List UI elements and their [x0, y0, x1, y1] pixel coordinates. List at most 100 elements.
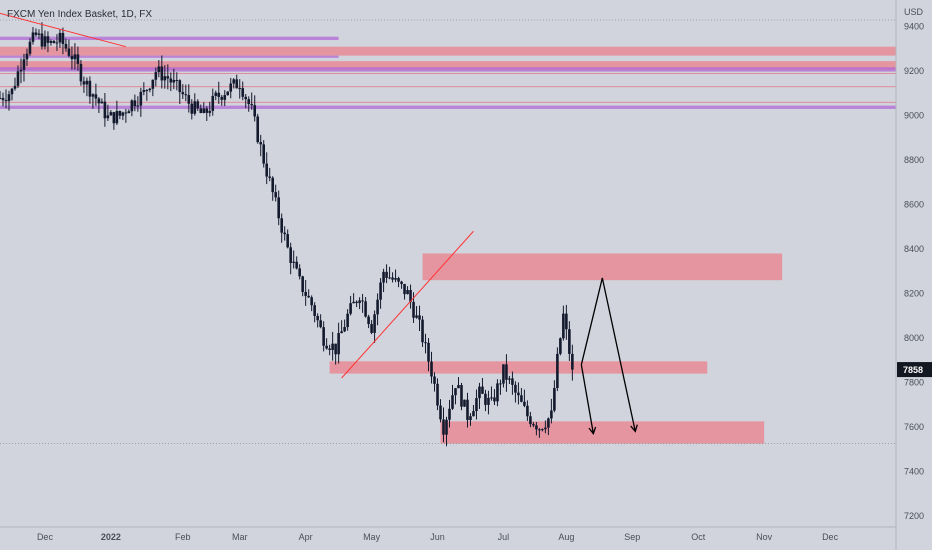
- candle-body-28: [82, 81, 86, 85]
- zone-purple-6: [0, 55, 339, 58]
- last-price-badge-bg: [897, 362, 932, 378]
- candle-body-4: [10, 88, 14, 95]
- price-tick-8800: 8800: [904, 155, 924, 165]
- candle-body-98: [292, 261, 295, 263]
- candle-body-32: [94, 94, 98, 99]
- candle-body-161: [481, 386, 484, 394]
- zone-purple-5: [0, 36, 339, 41]
- candle-body-100: [298, 268, 301, 277]
- time-tick-9: Sep: [624, 532, 640, 542]
- candle-body-36: [106, 115, 110, 119]
- chart-title: FXCM Yen Index Basket, 1D, FX: [7, 9, 152, 20]
- candle-body-49: [145, 90, 149, 92]
- time-tick-8: Aug: [558, 532, 574, 542]
- candle-body-85: [253, 105, 257, 117]
- levels-layer: [0, 19, 896, 445]
- candle-body-74: [220, 96, 224, 100]
- candle-body-2: [4, 100, 8, 102]
- candle-body-93: [277, 197, 280, 219]
- zone-red-0: [422, 253, 783, 281]
- candle-body-41: [121, 112, 125, 116]
- candle-body-47: [139, 91, 143, 106]
- candle-body-35: [103, 101, 107, 119]
- price-tick-8600: 8600: [904, 200, 924, 210]
- candle-body-108: [322, 327, 325, 346]
- candle-body-160: [478, 386, 481, 399]
- zone-red-1: [329, 361, 708, 374]
- candle-body-120: [358, 300, 361, 304]
- candle-body-113: [337, 333, 340, 355]
- candle-body-84: [250, 104, 254, 106]
- candle-body-95: [283, 232, 286, 235]
- candle-body-121: [361, 300, 364, 302]
- candle-body-15: [43, 36, 47, 47]
- candle-body-180: [538, 429, 541, 431]
- candle-body-145: [433, 376, 436, 384]
- candle-body-25: [73, 54, 77, 60]
- candle-body-112: [334, 343, 337, 355]
- candle-body-177: [529, 416, 532, 425]
- candle-body-11: [31, 32, 35, 42]
- candle-body-26: [76, 54, 80, 64]
- candle-body-21: [61, 32, 65, 44]
- candle-body-53: [157, 66, 161, 73]
- candle-body-134: [400, 281, 403, 284]
- candle-body-143: [427, 342, 430, 362]
- candle-body-96: [286, 234, 289, 248]
- candle-body-18: [52, 40, 56, 44]
- projection-path-0: [580, 277, 636, 432]
- candle-body-162: [484, 393, 487, 405]
- candle-body-186: [556, 353, 559, 389]
- candle-body-104: [310, 297, 313, 306]
- candle-body-16: [46, 36, 50, 43]
- candle-body-57: [169, 78, 173, 83]
- candle-body-170: [508, 378, 511, 380]
- time-tick-1: 2022: [101, 532, 121, 542]
- time-tick-4: Apr: [299, 532, 313, 542]
- candle-body-147: [439, 405, 442, 420]
- candle-body-83: [247, 99, 251, 105]
- candle-body-106: [316, 315, 319, 321]
- candle-body-55: [163, 76, 167, 81]
- price-axis[interactable]: 9400 9200 9000 8800 8600 8400 8200 8000 7800 7600…: [904, 22, 924, 521]
- candle-body-117: [349, 303, 352, 314]
- candle-body-140: [418, 315, 421, 320]
- projection-arrowhead-0: [630, 424, 638, 433]
- candle-body-62: [184, 94, 188, 96]
- candle-body-155: [463, 399, 466, 407]
- candle-body-12: [34, 32, 38, 35]
- candle-body-118: [352, 301, 355, 304]
- candle-body-158: [472, 411, 475, 417]
- candle-body-72: [214, 92, 218, 96]
- candle-body-31: [91, 94, 95, 97]
- candle-body-39: [115, 111, 119, 124]
- candle-body-130: [388, 277, 391, 279]
- candle-body-61: [181, 92, 185, 95]
- candle-body-149: [445, 419, 448, 435]
- candle-body-156: [466, 399, 469, 421]
- candle-body-127: [379, 282, 382, 300]
- candle-body-111: [331, 343, 334, 350]
- candle-body-159: [475, 398, 478, 412]
- price-tick-7600: 7600: [904, 422, 924, 432]
- candle-body-102: [304, 291, 307, 296]
- currency-label: USD: [904, 7, 924, 17]
- candle-body-89: [265, 163, 269, 177]
- candle-body-99: [295, 261, 298, 269]
- candle-body-146: [436, 383, 439, 406]
- candle-body-20: [58, 32, 62, 43]
- candle-body-7: [19, 69, 23, 72]
- candle-body-42: [124, 112, 128, 114]
- candle-body-135: [403, 283, 406, 295]
- time-axis[interactable]: Dec 2022 Feb Mar Apr May Jun Jul Aug Sep Oct Nov Dec: [37, 532, 839, 542]
- candle-body-129: [385, 271, 388, 278]
- arrows-layer: [580, 277, 638, 435]
- candle-body-91: [271, 177, 274, 193]
- candle-body-10: [28, 41, 32, 54]
- zones-layer: [0, 36, 896, 444]
- candle-body-29: [85, 80, 89, 85]
- candle-body-38: [112, 112, 116, 124]
- candle-body-78: [232, 79, 236, 84]
- candle-body-14: [40, 33, 44, 47]
